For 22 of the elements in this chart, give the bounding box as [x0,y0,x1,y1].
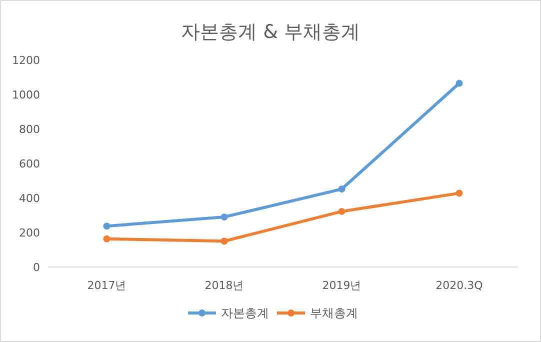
y-tick-label: 400 [19,192,40,205]
x-tick-label: 2018년 [204,279,244,292]
legend-label: 부채총계 [310,306,358,320]
x-tick-label: 2017년 [87,279,126,292]
chart-title: 자본총계 & 부채총계 [181,21,360,43]
x-tick-label: 2019년 [322,279,362,292]
point [103,235,110,242]
point [220,238,228,245]
y-tick-label: 600 [19,158,40,170]
point [338,186,346,193]
point [456,190,463,197]
y-tick-label: 200 [19,226,40,240]
point [338,208,346,215]
y-tick-label: 800 [19,123,40,136]
point [456,80,463,87]
legend-label: 자본총계 [221,306,269,320]
point [220,213,228,220]
x-tick-label: 2020.3Q [436,279,484,292]
point [103,222,110,230]
y-tick-label: 1200 [12,54,40,67]
y-tick-label: 1000 [12,88,40,102]
y-tick-label: 0 [33,261,40,274]
